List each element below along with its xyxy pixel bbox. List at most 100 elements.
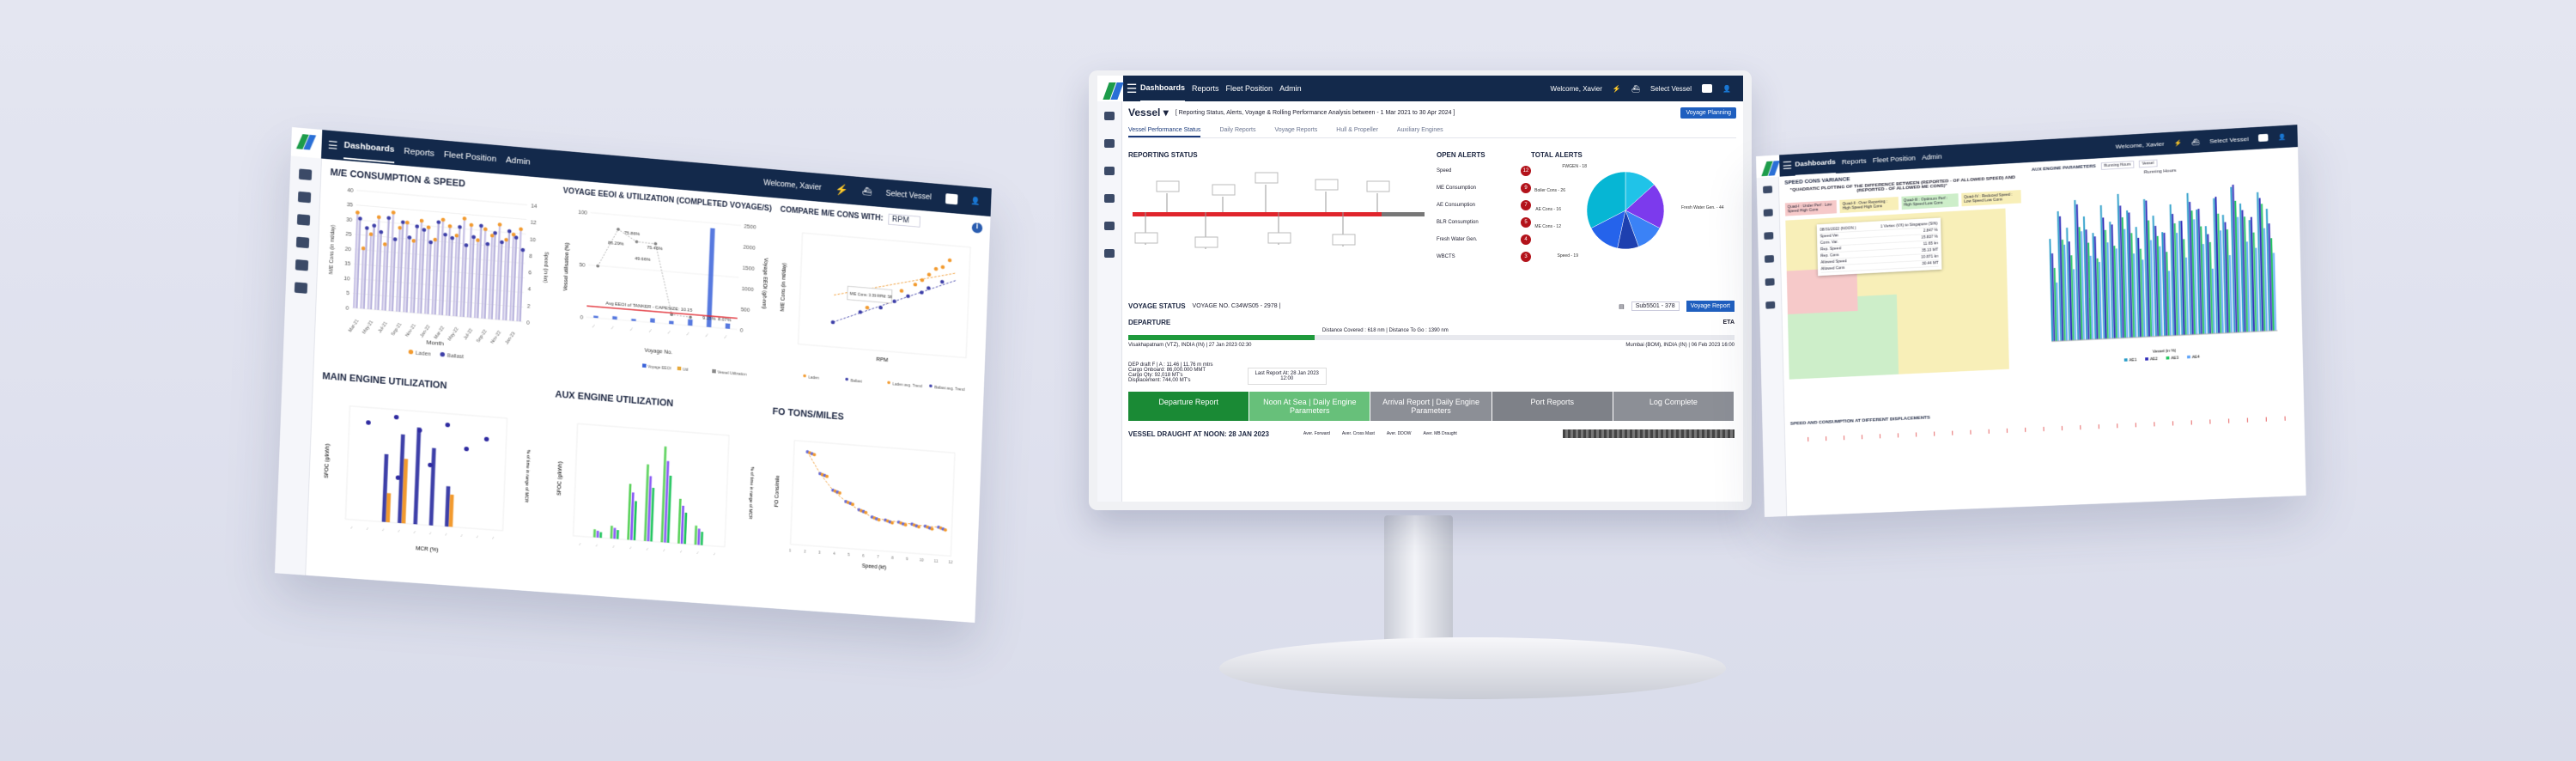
- right-user-icon[interactable]: 👤: [2278, 133, 2287, 140]
- departure-label: DEPARTURE: [1128, 319, 1170, 326]
- arrival-report-button[interactable]: Arrival Report | Daily Engine Parameters: [1370, 392, 1492, 421]
- user-icon[interactable]: 👤: [971, 197, 981, 205]
- tab-daily-reports[interactable]: Daily Reports: [1219, 127, 1255, 137]
- departure-report-button[interactable]: Departure Report: [1128, 392, 1249, 421]
- right-ship-icon[interactable]: ⛴: [2191, 138, 2200, 145]
- right-select-vessel[interactable]: Select Vessel: [2209, 136, 2249, 144]
- info-icon[interactable]: i: [972, 222, 983, 234]
- reporting-timeline: [1128, 159, 1429, 279]
- chart-icon[interactable]: [299, 168, 312, 180]
- graph-icon[interactable]: [297, 214, 310, 226]
- alert-row[interactable]: Speed 12: [1437, 166, 1531, 176]
- center-menu-icon[interactable]: ☰: [1123, 82, 1140, 96]
- alert-row[interactable]: WBCTS 3: [1437, 252, 1531, 262]
- center-nav-fleet-position[interactable]: Fleet Position: [1226, 76, 1273, 101]
- x-tick-label: ---: [703, 332, 709, 338]
- right-ship-side-icon[interactable]: [1765, 301, 1775, 309]
- pie-icon[interactable]: [295, 259, 308, 271]
- lightning-icon[interactable]: ⚡: [835, 183, 848, 197]
- right-sidebar: [1757, 177, 1788, 517]
- right-lightning-icon[interactable]: ⚡: [2174, 139, 2183, 146]
- center-vessel-icon[interactable]: [1702, 84, 1712, 93]
- log-complete-button[interactable]: Log Complete: [1613, 392, 1735, 421]
- bar-marker: [436, 220, 440, 224]
- port-reports-button[interactable]: Port Reports: [1492, 392, 1613, 421]
- center-graph-icon[interactable]: [1104, 167, 1115, 175]
- x-tick-label: --: [349, 525, 354, 530]
- speed-variance-panel: SPEED CONS VARIANCE "QUADRATIC PLOTTING …: [1784, 167, 2026, 405]
- right-menu-icon[interactable]: ☰: [1779, 159, 1795, 172]
- nav-fleet-position[interactable]: Fleet Position: [443, 143, 496, 171]
- gauge-icon[interactable]: [298, 192, 311, 204]
- aux-engine-panel: AUX ENGINE UTILIZATION -- -- -- -- -- -- -- -- -…: [548, 389, 765, 599]
- settings-icon[interactable]: [296, 237, 309, 249]
- center-ship-side-icon[interactable]: [1104, 249, 1115, 258]
- right-nav-admin[interactable]: Admin: [1922, 145, 1942, 168]
- vessel-dropdown[interactable]: Vessel ▾: [1128, 107, 1169, 119]
- y-tick-label: 0: [580, 315, 584, 321]
- center-gauge-icon[interactable]: [1104, 139, 1115, 148]
- tab-hull-propeller[interactable]: Hull & Propeller: [1336, 127, 1378, 137]
- center-nav-admin[interactable]: Admin: [1279, 76, 1302, 101]
- tab-voyage-reports[interactable]: Voyage Reports: [1274, 127, 1317, 137]
- sfoc-point: [394, 415, 399, 420]
- compare-tooltip: M/E Cons: 3.39 RPM: 58: [848, 286, 893, 303]
- x-tick-label: 8: [891, 556, 894, 560]
- alert-count-badge: 9: [1521, 183, 1531, 193]
- tab-auxiliary-engines[interactable]: Auxiliary Engines: [1397, 127, 1443, 137]
- voyage-sub-select[interactable]: Sub5501 - 378: [1631, 301, 1680, 311]
- center-pie-icon[interactable]: [1104, 222, 1115, 230]
- right-settings-icon[interactable]: [1765, 255, 1774, 263]
- voyage-report-button[interactable]: Voyage Report: [1686, 301, 1735, 312]
- bar-marker: [379, 230, 383, 234]
- aux-params-select[interactable]: Running Hours: [2100, 161, 2134, 170]
- y-axis-label: Vessel utilisation (%): [562, 242, 570, 291]
- ship-icon[interactable]: ⛴: [862, 187, 872, 196]
- nav-reports[interactable]: Reports: [404, 139, 435, 166]
- filter-icon[interactable]: ▤: [1619, 303, 1625, 310]
- right-vessel-icon[interactable]: [2258, 134, 2269, 142]
- alert-row[interactable]: BLR Consumption 5: [1437, 217, 1531, 228]
- right-nav-dashboards[interactable]: Dashboards: [1795, 151, 1836, 177]
- alert-row[interactable]: AE Consumption 7: [1437, 200, 1531, 210]
- right-nav-fleet-position[interactable]: Fleet Position: [1873, 147, 1916, 171]
- ship-side-icon[interactable]: [295, 282, 307, 294]
- x-tick-label: ---: [666, 329, 672, 335]
- tooltip-cell: 11.65 kn: [1923, 241, 1938, 247]
- right-pie-icon[interactable]: [1765, 278, 1775, 286]
- ae-bar: [697, 528, 700, 545]
- center-select-vessel[interactable]: Select Vessel: [1650, 85, 1692, 93]
- right-nav-reports[interactable]: Reports: [1842, 149, 1867, 173]
- tab-vessel-performance[interactable]: Vessel Performance Status: [1128, 127, 1200, 137]
- nav-admin[interactable]: Admin: [506, 149, 532, 174]
- select-vessel-button[interactable]: Select Vessel: [885, 189, 932, 201]
- center-settings-icon[interactable]: [1104, 194, 1115, 203]
- legend-swatch: [2145, 357, 2148, 361]
- center-nav-dashboards[interactable]: Dashboards: [1140, 76, 1185, 102]
- right-graph-icon[interactable]: [1764, 232, 1773, 240]
- voyage-planning-button[interactable]: Voyage Planning: [1680, 107, 1736, 119]
- center-chart-icon[interactable]: [1104, 112, 1115, 120]
- timeline-label-box: [1315, 180, 1338, 190]
- y-tick-label: 10: [343, 276, 350, 282]
- alert-row[interactable]: ME Consumption 9: [1437, 183, 1531, 193]
- x-tick-label: 6: [862, 554, 865, 558]
- nav-dashboards[interactable]: Dashboards: [343, 133, 395, 163]
- x-tick-label: --: [628, 545, 633, 551]
- center-navbar: ☰ Dashboards Reports Fleet Position Admi…: [1097, 76, 1743, 101]
- center-nav-reports[interactable]: Reports: [1192, 76, 1219, 101]
- noon-report-button[interactable]: Noon At Sea | Daily Engine Parameters: [1249, 392, 1370, 421]
- vessel-icon[interactable]: [945, 193, 958, 204]
- alert-count-badge: 12: [1521, 166, 1531, 176]
- x-tick-label: 9: [906, 557, 908, 561]
- alert-row[interactable]: Fresh Water Gen. 4: [1437, 234, 1531, 245]
- center-lightning-icon[interactable]: ⚡: [1613, 85, 1621, 93]
- aux-params-panel: AUX ENGINE PARAMETERS Running Hours Vess…: [2032, 152, 2295, 393]
- center-ship-icon[interactable]: ⛴: [1631, 85, 1640, 93]
- main-engine-panel: MAIN ENGINE UTILIZATION -- -- -- -- -- -- -- --…: [315, 370, 544, 582]
- aux-vessel-select[interactable]: Vessel: [2139, 160, 2158, 168]
- menu-icon[interactable]: ☰: [321, 137, 344, 152]
- right-chart-icon[interactable]: [1763, 186, 1772, 193]
- center-user-icon[interactable]: 👤: [1722, 85, 1731, 93]
- right-gauge-icon[interactable]: [1764, 209, 1773, 216]
